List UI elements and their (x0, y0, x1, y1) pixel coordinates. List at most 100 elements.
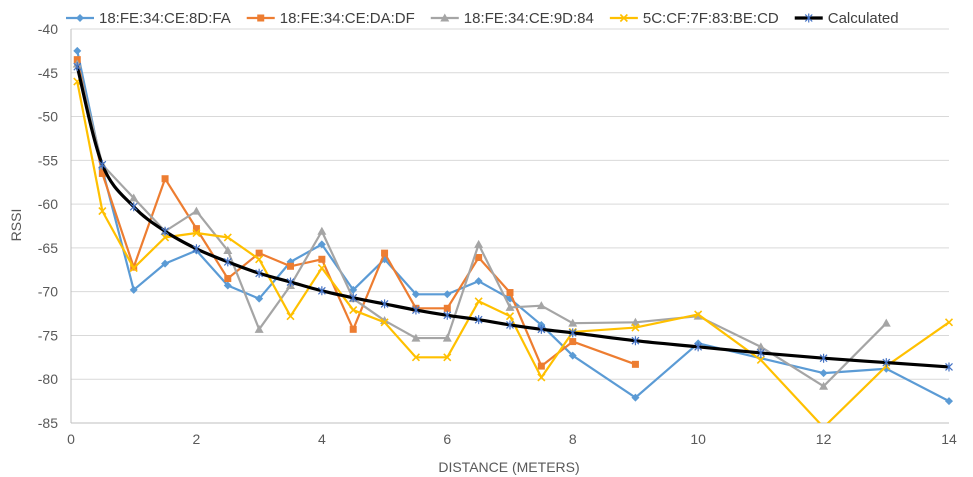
data-point-marker (381, 249, 389, 257)
legend: 18:FE:34:CE:8D:FA 18:FE:34:CE:DA:DF 18:FE:… (66, 10, 899, 27)
data-point-marker (349, 305, 358, 315)
data-point-marker (255, 294, 264, 303)
series-line (76, 50, 950, 403)
series-line (76, 59, 636, 368)
y-tick-label: -70 (38, 284, 58, 300)
data-point-marker (317, 263, 326, 273)
series-1 (73, 46, 953, 406)
data-point-marker (98, 207, 107, 216)
data-point-marker (537, 373, 546, 382)
data-point-marker (443, 290, 452, 299)
gridlines (71, 28, 949, 380)
data-point-marker (73, 62, 82, 72)
legend-label: 18:FE:34:CE:8D:FA (99, 10, 231, 27)
data-point-marker (474, 277, 483, 286)
data-point-marker (349, 293, 358, 303)
data-point-marker (380, 299, 389, 309)
series-lines (72, 46, 954, 431)
data-point-marker (129, 193, 139, 202)
data-point-marker (568, 318, 578, 327)
legend-label: 5C:CF:7F:83:BE:CD (643, 10, 779, 27)
data-point-marker (257, 14, 265, 22)
y-tick-label: -45 (38, 65, 58, 81)
y-tick-label: -85 (38, 415, 58, 431)
series-3 (72, 59, 891, 390)
data-point-marker (443, 353, 452, 362)
data-point-marker (443, 310, 452, 320)
data-point-marker (537, 362, 545, 370)
data-point-marker (756, 355, 765, 365)
data-point-marker (819, 353, 828, 363)
data-point-marker (191, 206, 201, 215)
data-point-marker (129, 285, 138, 294)
data-point-marker (411, 353, 420, 362)
data-point-marker (756, 348, 765, 358)
series-line (75, 66, 950, 369)
data-point-marker (945, 397, 953, 406)
data-point-marker (819, 369, 828, 378)
data-point-marker (317, 286, 326, 296)
data-point-marker (223, 246, 233, 255)
data-point-marker (475, 254, 483, 262)
data-point-marker (286, 312, 295, 321)
series-5 (73, 62, 953, 372)
data-point-marker (161, 233, 170, 242)
data-point-marker (223, 233, 232, 242)
legend-item: 18:FE:34:CE:9D:84 (430, 10, 594, 27)
data-point-marker (255, 249, 263, 257)
x-tick-label: 6 (443, 431, 451, 447)
data-point-marker (619, 13, 628, 23)
data-point-marker (192, 228, 201, 238)
x-tick-label: 0 (67, 431, 75, 447)
legend-item: 18:FE:34:CE:8D:FA (66, 10, 231, 27)
data-point-marker (443, 304, 451, 312)
data-point-marker (944, 318, 954, 327)
data-point-marker (73, 46, 82, 55)
y-tick-label: -50 (38, 109, 58, 125)
data-point-marker (694, 310, 703, 319)
data-point-marker (98, 169, 106, 177)
x-axis-title: DISTANCE (METERS) (438, 459, 579, 475)
x-tick-label: 8 (569, 431, 577, 447)
y-tick-label: -40 (38, 21, 58, 37)
data-point-marker (254, 324, 264, 333)
legend-label: 18:FE:34:CE:9D:84 (464, 10, 594, 27)
y-tick-label: -80 (38, 371, 58, 387)
data-point-marker (505, 312, 515, 321)
data-point-marker (694, 342, 703, 352)
data-point-marker (349, 325, 357, 333)
data-point-marker (474, 297, 483, 306)
data-point-marker (804, 13, 813, 23)
legend-label: 18:FE:34:CE:DA:DF (280, 10, 415, 27)
data-point-marker (224, 275, 232, 283)
data-point-marker (474, 315, 483, 325)
data-point-marker (820, 424, 827, 431)
data-point-marker (819, 381, 829, 390)
data-point-marker (631, 323, 640, 332)
data-point-marker (505, 302, 515, 311)
x-tick-label: 4 (318, 431, 326, 447)
x-tick-label: 10 (690, 431, 706, 447)
data-point-marker (129, 202, 138, 212)
legend-label: Calculated (828, 10, 899, 27)
data-point-marker (631, 336, 640, 346)
y-tick-label: -75 (38, 327, 58, 343)
data-point-marker (882, 358, 891, 368)
data-point-marker (317, 240, 326, 249)
data-point-marker (474, 239, 484, 248)
x-tick-label: 12 (816, 431, 832, 447)
y-axis-title: RSSI (8, 209, 24, 242)
y-tick-label: -60 (38, 196, 58, 212)
data-point-marker (192, 244, 201, 254)
data-point-marker (537, 324, 546, 334)
data-point-marker (756, 342, 766, 351)
data-point-marker (380, 318, 389, 327)
data-point-marker (223, 281, 232, 290)
axes: -40 -45 -50 -55 -60 -65 -70 -75 -80 -85 0 2 4 6 8 10 12 1… (38, 21, 957, 447)
data-point-marker (881, 318, 891, 327)
data-point-marker (945, 362, 953, 372)
data-point-marker (161, 259, 170, 268)
data-point-marker (412, 305, 420, 315)
data-point-marker (568, 351, 577, 360)
